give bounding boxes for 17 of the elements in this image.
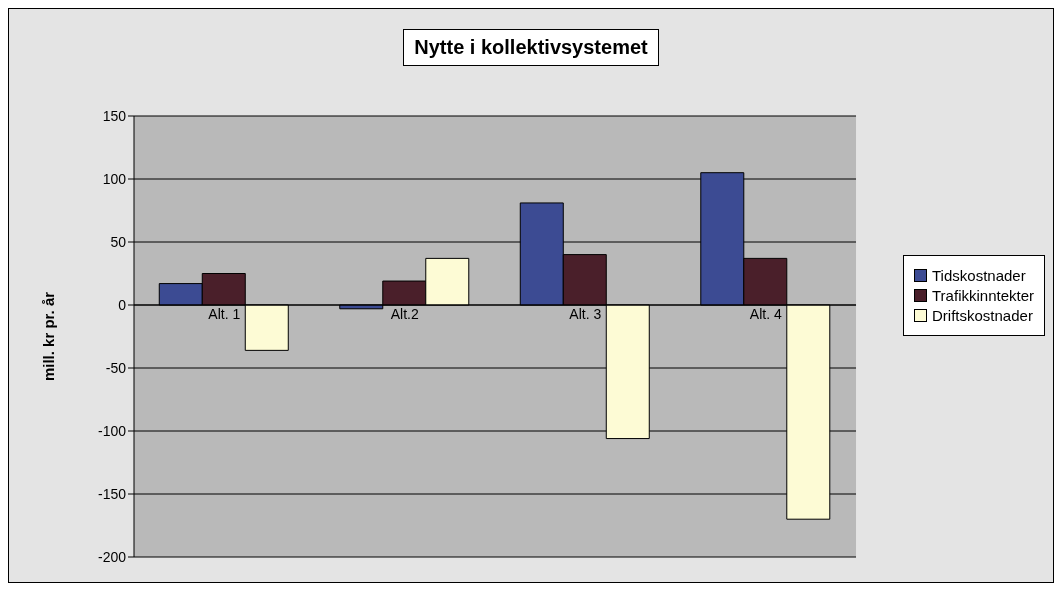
chart-title: Nytte i kollektivsystemet — [403, 29, 659, 66]
legend-label: Driftskostnader — [932, 307, 1033, 324]
x-tick-label: Alt. 4 — [749, 306, 782, 322]
y-tick-label: -150 — [97, 485, 127, 502]
y-tick-label: 150 — [102, 107, 127, 124]
y-axis-title: mill. kr pr. år — [40, 291, 58, 382]
x-tick-label: Alt.2 — [390, 306, 419, 322]
y-tick-label: 100 — [102, 170, 127, 187]
y-tick-label: -50 — [105, 359, 127, 376]
y-tick-label: -200 — [97, 548, 127, 565]
x-tick-label: Alt. 3 — [569, 306, 602, 322]
legend-label: Trafikkinntekter — [932, 287, 1034, 304]
legend-label: Tidskostnader — [932, 267, 1026, 284]
y-tick-label: 50 — [110, 233, 127, 250]
x-tick-label: Alt. 1 — [208, 306, 241, 322]
y-tick-label: 0 — [118, 296, 127, 313]
y-tick-label: -100 — [97, 422, 127, 439]
